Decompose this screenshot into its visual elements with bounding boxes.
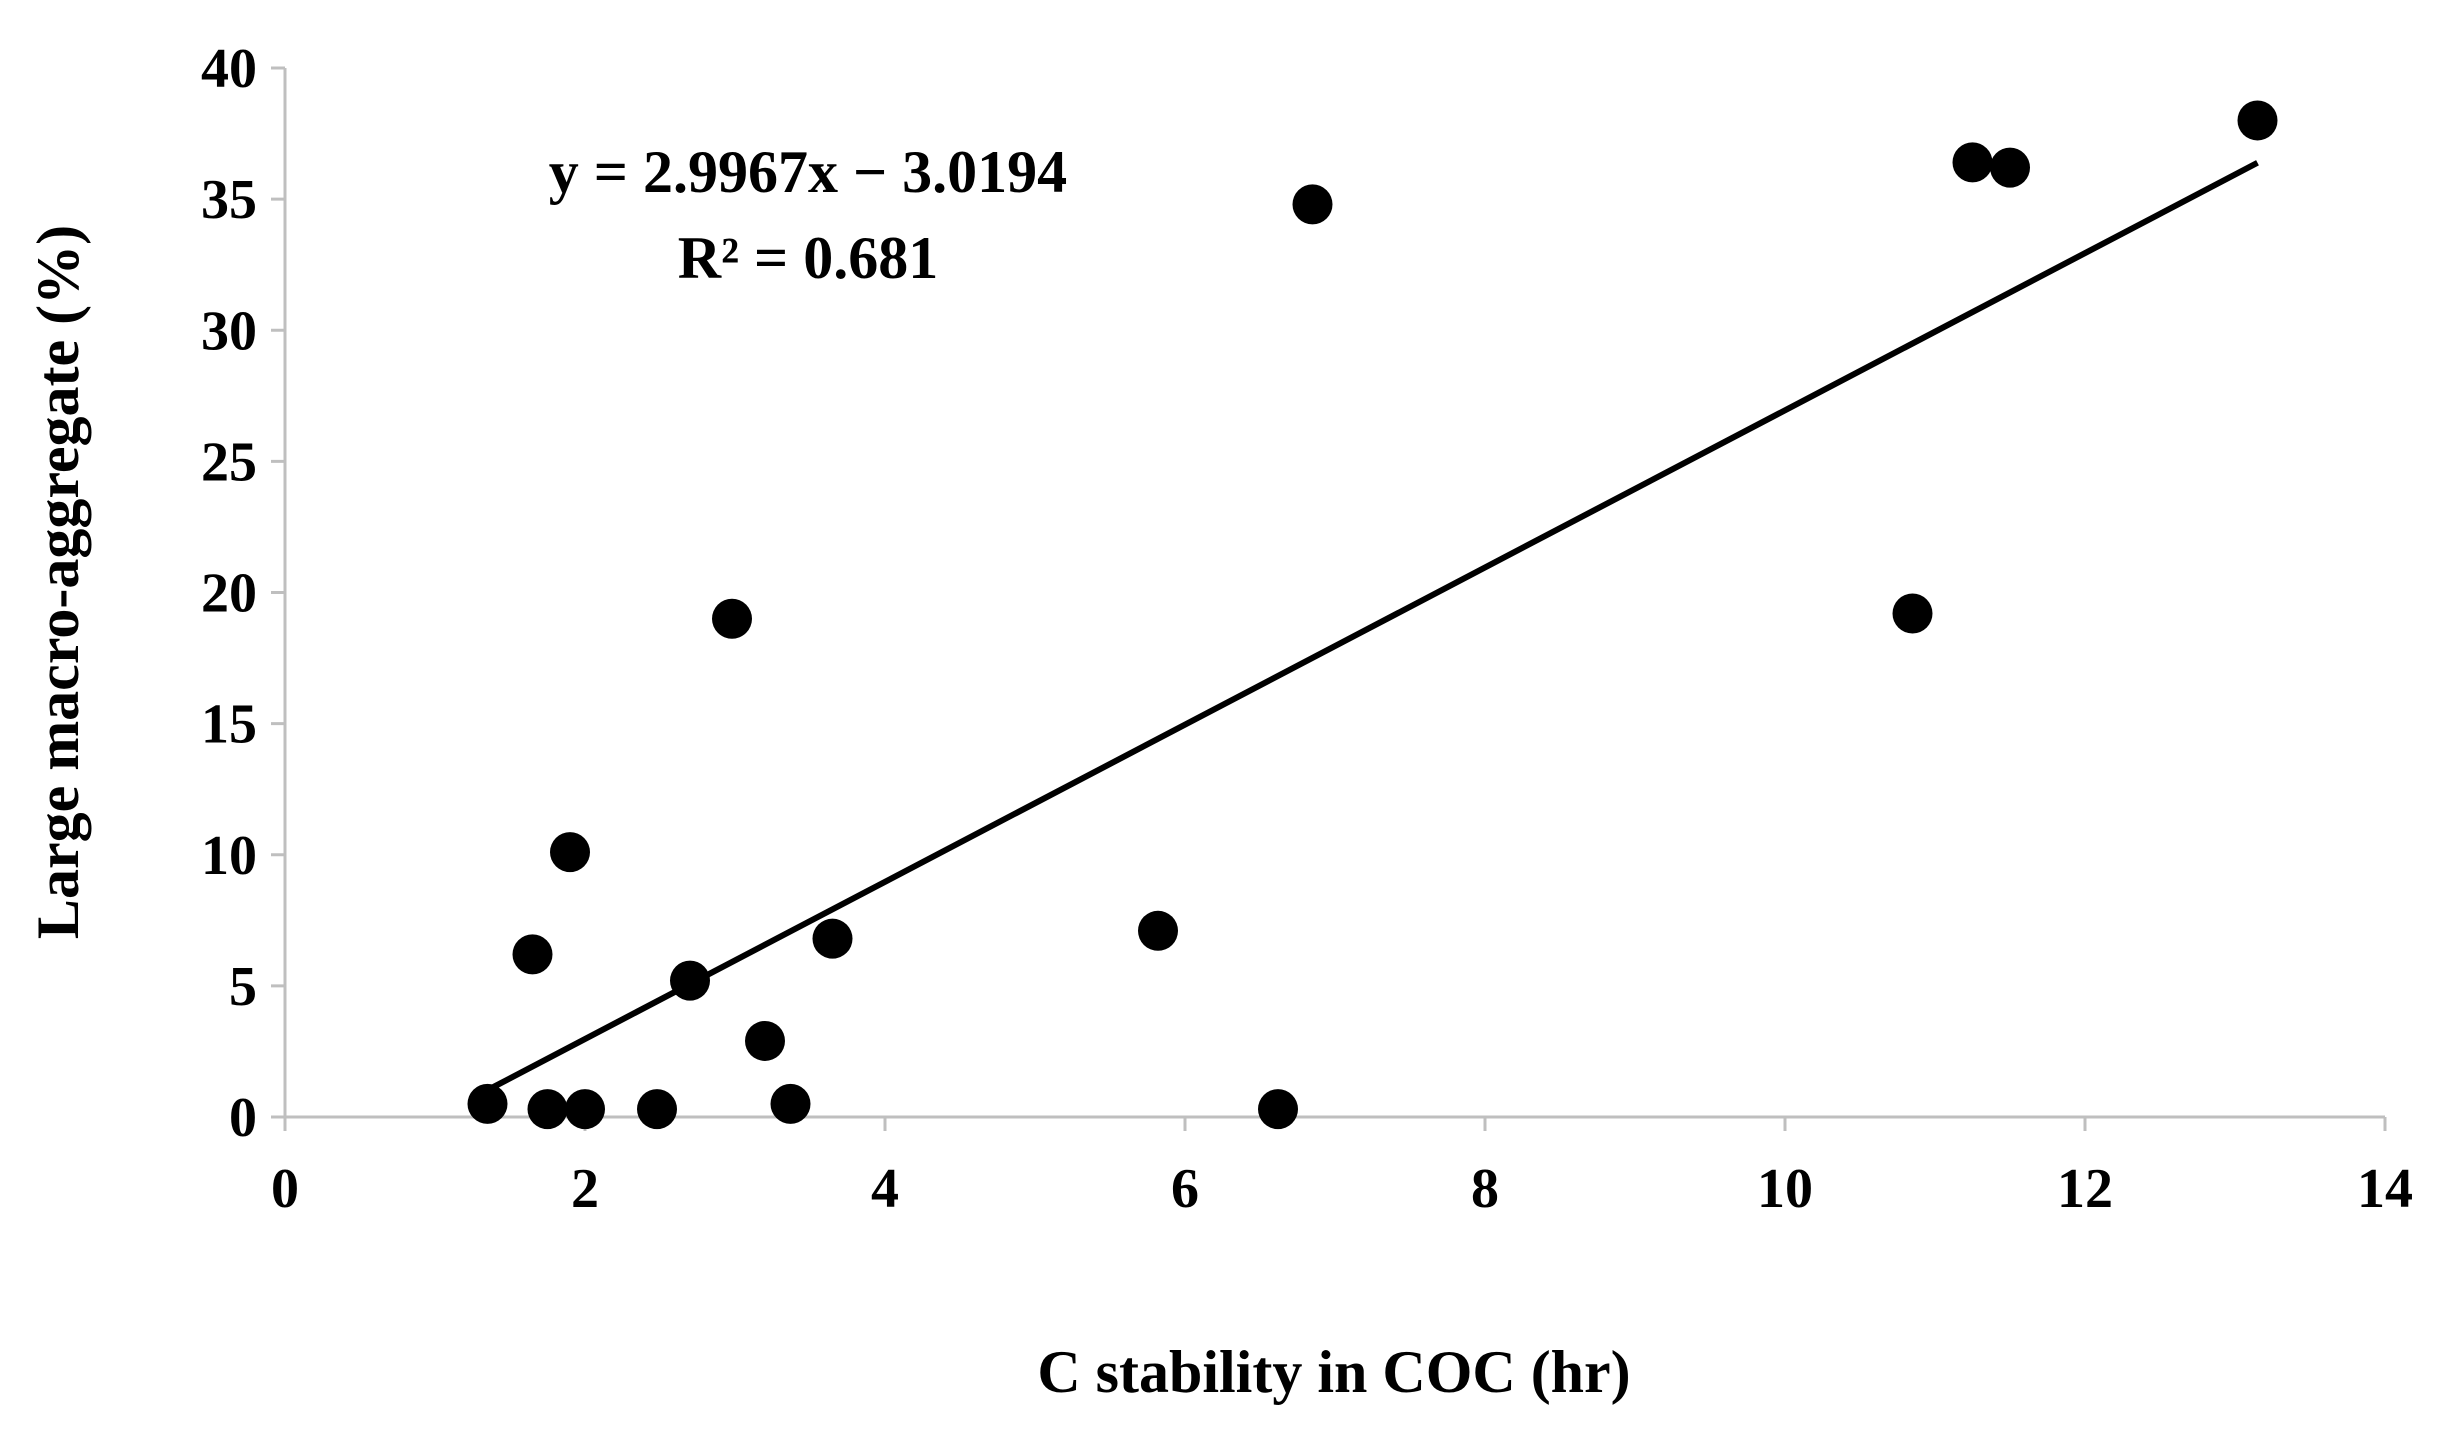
- y-tick-label: 5: [229, 956, 257, 1018]
- data-point: [1990, 147, 2030, 188]
- data-point: [1138, 910, 1178, 951]
- trendline-equation: y = 2.9967x − 3.0194: [549, 139, 1067, 205]
- x-tick-label: 2: [571, 1158, 599, 1220]
- x-tick-label: 0: [271, 1158, 299, 1220]
- x-tick-label: 14: [2357, 1158, 2413, 1220]
- y-tick-label: 40: [201, 38, 257, 100]
- r-squared-label: R² = 0.681: [678, 225, 939, 291]
- data-point: [637, 1089, 677, 1130]
- data-point: [2237, 100, 2278, 141]
- x-tick-label: 8: [1471, 1158, 1499, 1220]
- data-point: [670, 960, 710, 1001]
- y-axis-title: Large macro-aggregate (%): [25, 225, 91, 939]
- trendline: [486, 160, 2259, 1093]
- y-tick-label: 0: [229, 1087, 257, 1149]
- y-tick-label: 20: [201, 563, 257, 625]
- data-point: [745, 1020, 785, 1061]
- axes: [271, 66, 2387, 1131]
- data-point: [1292, 184, 1333, 225]
- data-point: [527, 1089, 568, 1130]
- y-tick-label: 25: [201, 431, 257, 493]
- data-point: [512, 934, 553, 975]
- x-tick-label: 6: [1171, 1158, 1199, 1220]
- y-tick-label: 15: [201, 694, 257, 756]
- data-point: [550, 832, 590, 873]
- data-point: [565, 1089, 605, 1130]
- data-point: [1952, 142, 1993, 183]
- data-point: [1892, 593, 1933, 634]
- data-point: [1258, 1089, 1298, 1130]
- y-tick-label: 10: [201, 825, 257, 887]
- trendline-layer: [486, 160, 2259, 1093]
- x-tick-label: 10: [1757, 1158, 1813, 1220]
- x-axis-title: C stability in COC (hr): [1037, 1339, 1630, 1405]
- data-point: [812, 918, 853, 959]
- data-points: [467, 100, 2278, 1130]
- data-point: [770, 1083, 811, 1124]
- y-tick-label: 30: [201, 300, 257, 362]
- data-point: [467, 1083, 508, 1124]
- x-tick-label: 12: [2057, 1158, 2113, 1220]
- y-tick-label: 35: [201, 169, 257, 231]
- data-point: [712, 598, 752, 639]
- x-tick-label: 4: [871, 1158, 899, 1220]
- tick-labels: 0 2 4 6 8 10 12 14 0 5 10 15 20 25 30 35 40: [201, 38, 2413, 1220]
